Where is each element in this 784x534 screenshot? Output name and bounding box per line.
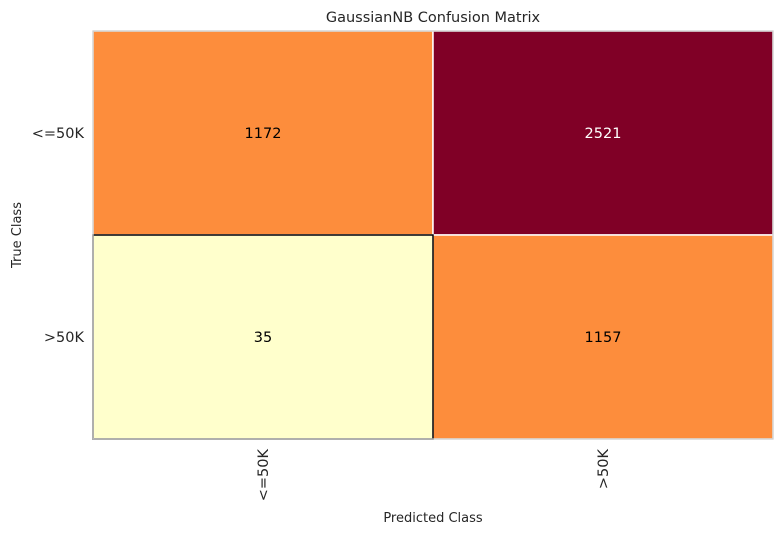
y-axis-label: True Class: [10, 202, 25, 269]
x-tick-labels: <=50K >50K: [256, 449, 612, 502]
y-tick-label: <=50K: [32, 126, 85, 142]
y-tick-label: >50K: [44, 330, 85, 346]
cell-value-label: 2521: [585, 126, 622, 142]
heatmap-cell: [92, 234, 434, 440]
heatmap-cells: [92, 30, 774, 440]
plot-frame: [92, 30, 774, 440]
heatmap-cell-labels: 1172 2521 35 1157: [245, 126, 622, 346]
x-axis-label: Predicted Class: [383, 511, 483, 526]
heatmap-cell: [92, 30, 434, 236]
heatmap-cell: [432, 234, 774, 440]
x-tick-label: <=50K: [256, 449, 272, 502]
cell-value-label: 1172: [245, 126, 282, 142]
cell-value-label: 35: [254, 330, 272, 346]
cell-value-label: 1157: [585, 330, 622, 346]
chart-title: GaussianNB Confusion Matrix: [326, 10, 541, 26]
x-tick-label: >50K: [596, 449, 612, 490]
y-tick-labels: <=50K >50K: [32, 126, 85, 346]
